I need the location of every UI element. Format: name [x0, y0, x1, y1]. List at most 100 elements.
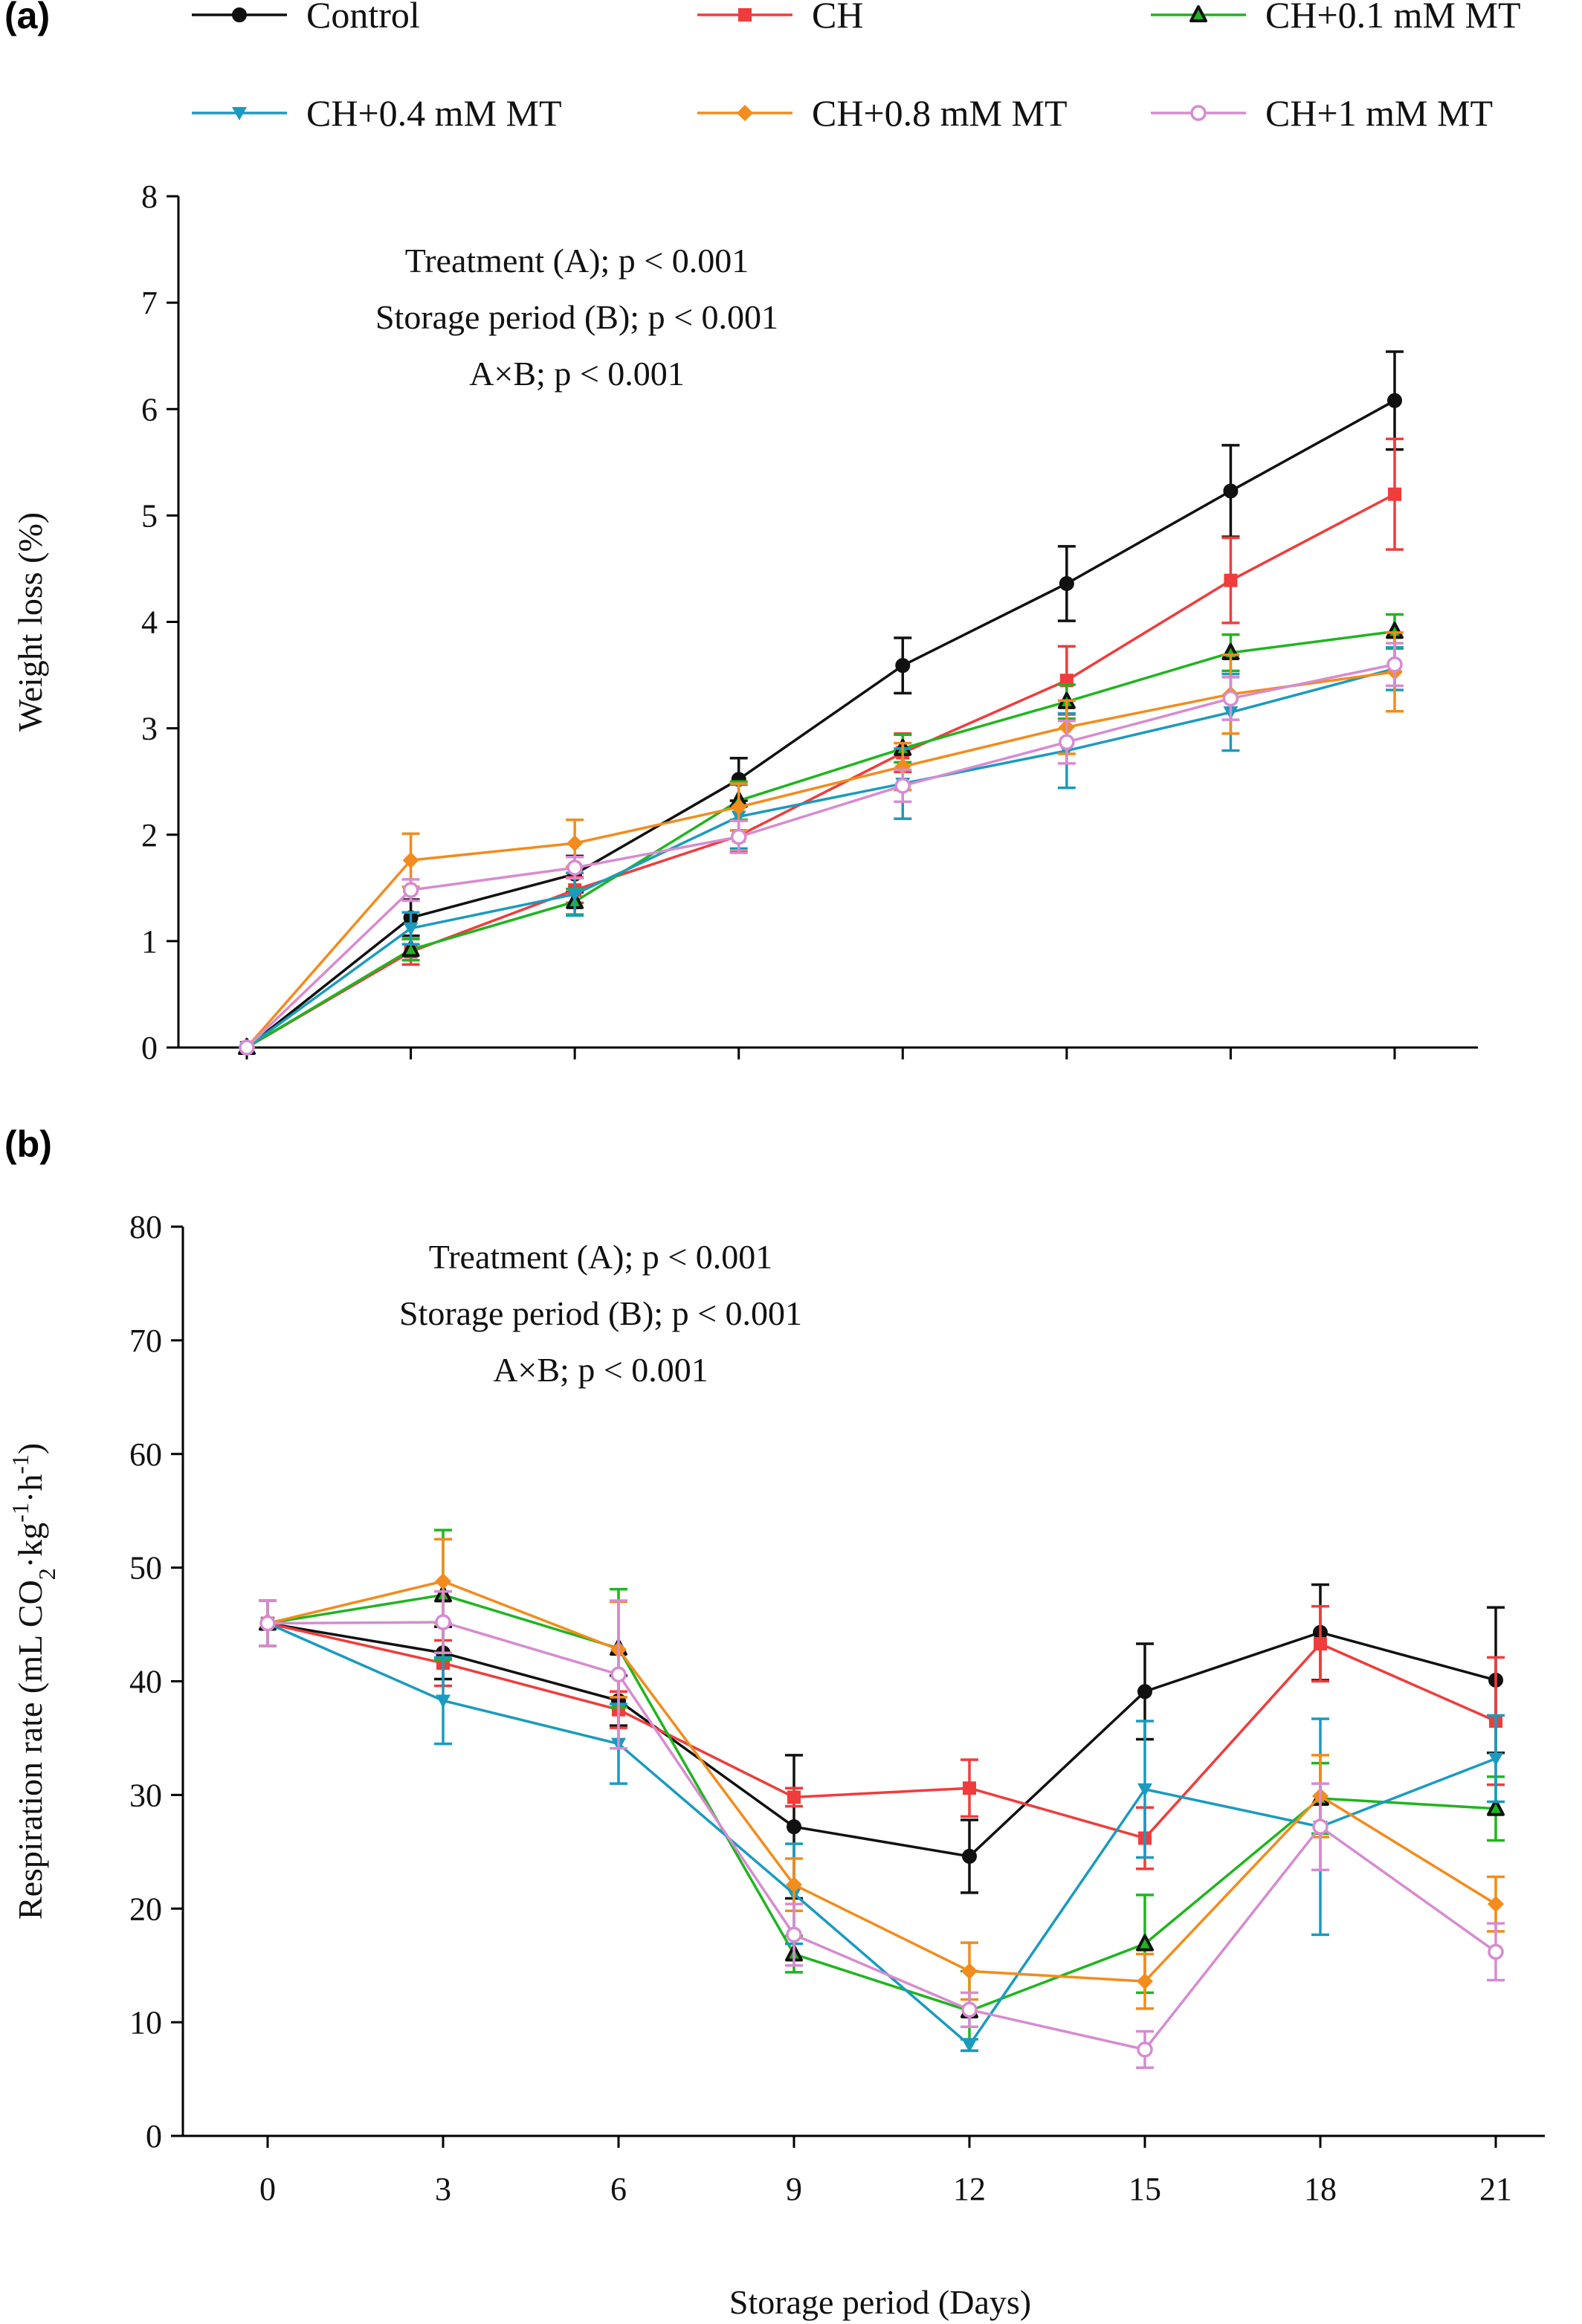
legend-marker — [232, 7, 247, 22]
data-point — [610, 1666, 627, 1683]
series-line — [245, 667, 1395, 1049]
data-point — [730, 828, 747, 845]
data-point — [567, 888, 583, 902]
data-point — [962, 1848, 977, 1864]
y-tick-label: 40 — [129, 1664, 162, 1700]
data-point — [730, 798, 747, 816]
y-axis-title-part: -1 — [7, 1502, 33, 1523]
data-point — [1488, 1752, 1503, 1766]
series-line — [267, 1621, 1497, 2047]
data-point — [1487, 1798, 1505, 1816]
series-ch-1-mm-mt — [239, 642, 1404, 1056]
data-point — [1388, 487, 1401, 501]
data-point — [961, 2001, 978, 2018]
data-point — [402, 882, 419, 898]
y-tick-label: 0 — [141, 1030, 158, 1066]
data-point — [435, 1614, 451, 1630]
legend-label: CH — [812, 0, 863, 36]
y-tick-label: 0 — [146, 2118, 162, 2154]
stat-annotation: Storage period (B); p < 0.001 — [399, 1294, 802, 1332]
x-tick-label: 9 — [786, 2171, 802, 2207]
x-tick-label: 15 — [1129, 2171, 1161, 2207]
data-point — [1386, 656, 1403, 673]
series-ch-0-8-mm-mt — [259, 1537, 1505, 2010]
series-line — [245, 671, 1395, 1049]
series-ch-0-4-mm-mt — [239, 646, 1404, 1055]
legend-item-ch-0-8-mm-mt: CH+0.8 mM MT — [697, 92, 1068, 134]
x-tick-label: 3 — [435, 2171, 451, 2207]
y-tick-label: 2 — [141, 817, 158, 853]
series-line — [246, 630, 1395, 1049]
legend-label: CH+0.4 mM MT — [306, 92, 562, 134]
data-point — [401, 940, 420, 958]
series-control — [259, 1583, 1505, 1900]
data-point — [1059, 734, 1075, 750]
x-tick-label: 18 — [1304, 2171, 1337, 2207]
data-point — [1488, 1943, 1504, 1960]
data-point — [894, 778, 911, 794]
stat-annotation: Treatment (A); p < 0.001 — [405, 242, 749, 280]
x-axis-title: Storage period (Days) — [729, 2283, 1031, 2321]
y-tick-label: 80 — [129, 1209, 162, 1245]
legend-item-ch: CH — [697, 0, 863, 36]
legend-marker — [1190, 105, 1207, 121]
y-tick-label: 7 — [141, 285, 158, 321]
y-tick-label: 20 — [129, 1891, 162, 1927]
legend-marker — [1189, 5, 1207, 22]
series-ch-1-mm-mt — [259, 1589, 1505, 2070]
panel-label-a: (a) — [4, 0, 50, 36]
panel-a-weight-loss-chart: 0 1 2 3 4 5 6 7 8 Weight loss (%) Treatment (A); p… — [11, 178, 1478, 1066]
y-tick-label: 4 — [141, 604, 158, 641]
series-line — [267, 1621, 1497, 2051]
stat-annotation: A×B; p < 0.001 — [469, 355, 685, 393]
y-axis-title: Respiration rate (mL CO2·kg-1·h-1) — [7, 1443, 60, 1920]
series-line — [267, 1621, 1497, 1858]
data-point — [1387, 393, 1402, 408]
legend: Control CH CH+0.1 mM MT CH+0.4 mM MT CH+0.8 … — [192, 0, 1521, 134]
series-line — [267, 1580, 1497, 1983]
data-point — [961, 1963, 978, 1980]
legend-item-control: Control — [192, 0, 420, 36]
data-point — [1224, 573, 1238, 587]
panel-b-respiration-rate-chart: 0 10 20 30 40 50 60 70 80 0 3 6 9 12 15 18 21 Respiration… — [7, 1209, 1545, 2207]
series-control — [239, 350, 1404, 1055]
y-axis-title-part: ·kg — [11, 1523, 49, 1568]
data-point — [895, 658, 911, 674]
data-point — [1314, 1637, 1327, 1651]
data-point — [1137, 1783, 1152, 1797]
y-tick-label: 6 — [141, 391, 158, 427]
data-point — [787, 1819, 801, 1835]
series-line — [267, 1621, 1497, 1840]
legend-item-ch-1-mm-mt: CH+1 mM MT — [1151, 92, 1493, 134]
data-point — [1137, 1973, 1153, 1990]
x-tick-label: 12 — [953, 2171, 986, 2207]
legend-marker — [232, 107, 247, 120]
data-point — [1059, 575, 1074, 591]
data-point — [1137, 1684, 1152, 1700]
y-tick-label: 60 — [129, 1436, 162, 1473]
data-point — [1488, 1896, 1504, 1913]
y-axis-title-part: 2 — [33, 1568, 60, 1580]
y-tick-label: 8 — [141, 178, 158, 215]
y-axis-title: Weight loss (%) — [11, 512, 49, 732]
data-point — [566, 835, 584, 852]
y-tick-label: 1 — [141, 923, 158, 960]
series-line — [245, 399, 1395, 1049]
legend-label: Control — [306, 0, 420, 36]
data-point — [962, 2039, 977, 2053]
x-tick-label: 6 — [610, 2171, 627, 2207]
y-tick-label: 3 — [141, 711, 158, 747]
data-point — [786, 1876, 802, 1894]
legend-label: CH+0.8 mM MT — [812, 92, 1068, 134]
legend-label: CH+0.1 mM MT — [1265, 0, 1521, 36]
series-ch — [240, 437, 1404, 1054]
y-axis-title-part: -1 — [7, 1454, 33, 1474]
y-tick-label: 10 — [129, 2004, 162, 2041]
legend-item-ch-0-1-mm-mt: CH+0.1 mM MT — [1151, 0, 1521, 36]
legend-marker — [737, 105, 753, 121]
data-point — [1136, 1934, 1154, 1952]
y-tick-label: 50 — [129, 1550, 162, 1587]
data-point — [786, 1926, 802, 1943]
stat-annotation: Storage period (B); p < 0.001 — [375, 298, 778, 336]
